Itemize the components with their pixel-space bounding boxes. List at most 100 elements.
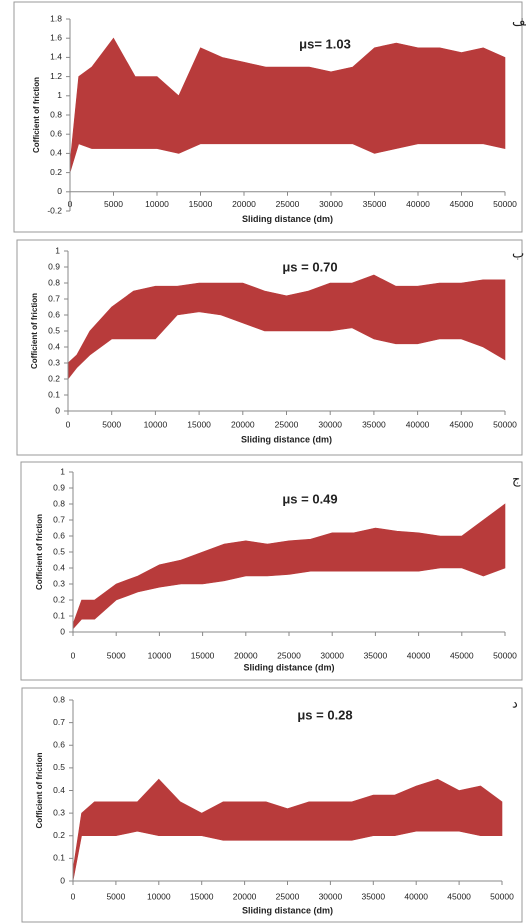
y-tick-label: 0.7 bbox=[48, 293, 60, 303]
y-tick-label: 0 bbox=[57, 186, 62, 196]
y-axis-title: Cofficient of friction bbox=[35, 752, 44, 828]
y-tick-label: 0.7 bbox=[53, 514, 65, 524]
x-tick-label: 20000 bbox=[233, 891, 257, 901]
y-tick-label: 1.6 bbox=[50, 32, 62, 42]
y-tick-label: 1.8 bbox=[50, 13, 62, 23]
friction-band bbox=[72, 778, 503, 882]
x-tick-label: 35000 bbox=[363, 199, 387, 209]
x-tick-label: 40000 bbox=[407, 650, 431, 660]
y-tick-label: 1 bbox=[57, 90, 62, 100]
x-tick-label: 5000 bbox=[107, 650, 126, 660]
x-tick-label: 50000 bbox=[493, 650, 517, 660]
friction-band bbox=[72, 503, 506, 630]
x-axis-title: Sliding distance (dm) bbox=[242, 214, 333, 224]
y-tick-label: 0.3 bbox=[53, 578, 65, 588]
x-tick-label: 30000 bbox=[319, 199, 343, 209]
y-tick-label: 0 bbox=[60, 875, 65, 885]
y-tick-label: 0.4 bbox=[53, 785, 65, 795]
x-tick-label: 5000 bbox=[106, 891, 125, 901]
x-tick-label: 35000 bbox=[361, 891, 385, 901]
x-axis-title: Sliding distance (dm) bbox=[243, 662, 334, 672]
y-tick-label: 0.2 bbox=[50, 167, 62, 177]
panel-border bbox=[21, 687, 523, 923]
y-tick-label: 0.2 bbox=[53, 830, 65, 840]
x-tick-label: 25000 bbox=[276, 199, 300, 209]
panel-border bbox=[20, 461, 523, 681]
x-tick-label: 15000 bbox=[191, 650, 215, 660]
x-tick-label: 0 bbox=[71, 891, 76, 901]
y-tick-label: 0.3 bbox=[53, 807, 65, 817]
panel-border bbox=[13, 1, 523, 233]
x-tick-label: 15000 bbox=[190, 891, 214, 901]
y-tick-label: 0.1 bbox=[53, 853, 65, 863]
y-tick-label: 0.3 bbox=[48, 357, 60, 367]
x-tick-label: 45000 bbox=[449, 419, 473, 429]
x-tick-label: 5000 bbox=[104, 199, 123, 209]
x-tick-label: 20000 bbox=[234, 650, 258, 660]
y-tick-label: 1 bbox=[55, 245, 60, 255]
annotation: μs = 0.49 bbox=[282, 491, 337, 506]
x-tick-label: 45000 bbox=[450, 199, 474, 209]
panel-label: ب bbox=[512, 245, 524, 260]
x-tick-label: 0 bbox=[71, 650, 76, 660]
y-tick-label: 0.6 bbox=[48, 309, 60, 319]
x-axis-title: Sliding distance (dm) bbox=[241, 434, 332, 444]
y-tick-label: 0.9 bbox=[53, 482, 65, 492]
y-tick-label: 0.2 bbox=[48, 373, 60, 383]
panel-border bbox=[16, 239, 523, 456]
x-axis-title: Sliding distance (dm) bbox=[242, 905, 333, 915]
x-tick-label: 40000 bbox=[406, 419, 430, 429]
x-tick-label: 0 bbox=[66, 419, 71, 429]
y-tick-label: 0.5 bbox=[53, 762, 65, 772]
x-tick-label: 10000 bbox=[145, 199, 169, 209]
y-axis-title: Cofficient of friction bbox=[32, 77, 41, 153]
x-tick-label: 20000 bbox=[232, 199, 256, 209]
x-tick-label: 50000 bbox=[493, 419, 517, 429]
x-tick-label: 20000 bbox=[231, 419, 255, 429]
y-tick-label: 0.6 bbox=[50, 128, 62, 138]
y-axis-title: Cofficient of friction bbox=[30, 293, 39, 369]
annotation: μs= 1.03 bbox=[299, 36, 351, 51]
y-tick-label: 0.9 bbox=[48, 261, 60, 271]
x-tick-label: 50000 bbox=[493, 199, 517, 209]
x-tick-label: 45000 bbox=[447, 891, 471, 901]
x-tick-label: 15000 bbox=[187, 419, 211, 429]
x-tick-label: 10000 bbox=[147, 891, 171, 901]
x-tick-label: 35000 bbox=[364, 650, 388, 660]
y-tick-label: 1.4 bbox=[50, 52, 62, 62]
x-tick-label: 40000 bbox=[404, 891, 428, 901]
panel-label: الف bbox=[512, 13, 526, 28]
y-tick-label: 0.6 bbox=[53, 740, 65, 750]
x-tick-label: 10000 bbox=[144, 419, 168, 429]
annotation: μs = 0.70 bbox=[282, 259, 337, 274]
y-tick-label: 0 bbox=[60, 626, 65, 636]
y-tick-label: 0.8 bbox=[50, 109, 62, 119]
x-tick-label: 25000 bbox=[276, 891, 300, 901]
y-tick-label: 1.2 bbox=[50, 71, 62, 81]
y-tick-label: 0 bbox=[55, 405, 60, 415]
y-tick-label: 0.4 bbox=[50, 148, 62, 158]
x-tick-label: 10000 bbox=[148, 650, 172, 660]
y-tick-label: 0.7 bbox=[53, 717, 65, 727]
friction-band bbox=[69, 37, 506, 173]
x-tick-label: 50000 bbox=[490, 891, 514, 901]
y-tick-label: 0.5 bbox=[48, 325, 60, 335]
x-tick-label: 35000 bbox=[362, 419, 386, 429]
y-tick-label: -0.2 bbox=[47, 205, 62, 215]
x-tick-label: 45000 bbox=[450, 650, 474, 660]
x-tick-label: 5000 bbox=[102, 419, 121, 429]
x-tick-label: 25000 bbox=[277, 650, 301, 660]
y-tick-label: 0.8 bbox=[53, 694, 65, 704]
x-tick-label: 40000 bbox=[406, 199, 430, 209]
y-tick-label: 0.2 bbox=[53, 594, 65, 604]
y-tick-label: 0.8 bbox=[48, 277, 60, 287]
y-tick-label: 0.4 bbox=[48, 341, 60, 351]
x-tick-label: 30000 bbox=[318, 419, 342, 429]
x-tick-label: 15000 bbox=[189, 199, 213, 209]
x-tick-label: 30000 bbox=[320, 650, 344, 660]
y-tick-label: 0.1 bbox=[53, 610, 65, 620]
x-tick-label: 30000 bbox=[319, 891, 343, 901]
y-tick-label: 0.5 bbox=[53, 546, 65, 556]
x-tick-label: 25000 bbox=[275, 419, 299, 429]
